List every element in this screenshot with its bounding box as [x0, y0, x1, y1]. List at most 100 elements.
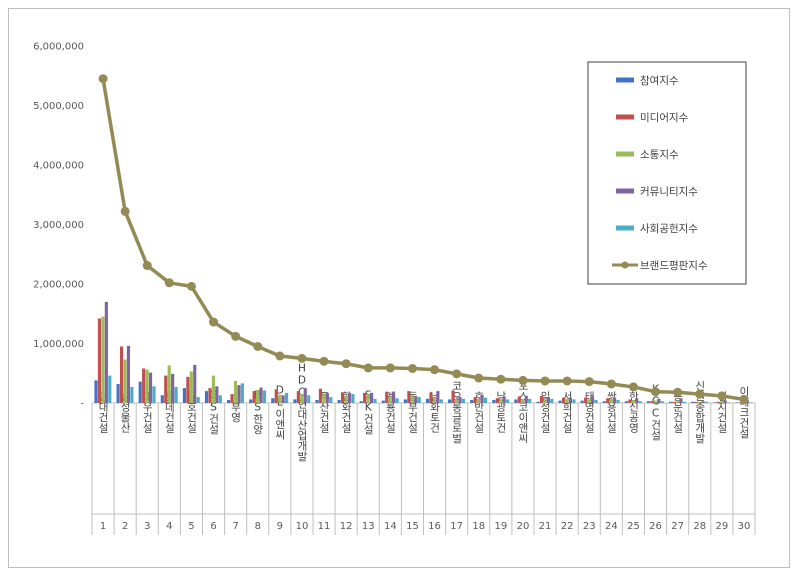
line-point [297, 353, 307, 363]
bar [278, 394, 282, 403]
line-point [341, 359, 351, 369]
bar [196, 397, 200, 403]
bar [646, 401, 651, 403]
bar [344, 395, 348, 403]
bar [373, 398, 377, 403]
bar [152, 386, 156, 403]
legend-label: 소통지수 [640, 149, 679, 161]
bar [259, 387, 263, 403]
bar [171, 373, 175, 403]
bar [293, 399, 297, 403]
bar [167, 365, 171, 403]
bar [388, 397, 392, 403]
bar [470, 400, 474, 403]
bar [720, 401, 724, 403]
rank-label: 15 [406, 521, 419, 532]
bar [448, 399, 452, 403]
bar [208, 388, 212, 403]
bar [568, 397, 573, 403]
bar [262, 390, 267, 403]
y-tick-label: 2,000,000 [33, 280, 84, 291]
bar [101, 316, 105, 403]
bar [281, 395, 285, 403]
bar [590, 396, 595, 403]
line-point [518, 375, 528, 385]
bar [517, 396, 521, 403]
bar [524, 395, 528, 403]
rank-label: 1 [100, 521, 106, 532]
rank-label: 24 [605, 521, 618, 532]
legend-label: 사회공헌지수 [640, 223, 698, 235]
bar [337, 400, 341, 403]
rank-label: 30 [738, 521, 751, 532]
rank-label: 27 [671, 521, 684, 532]
line-point [695, 389, 705, 399]
bar [738, 402, 742, 403]
line-point [319, 356, 329, 366]
bar [186, 376, 190, 403]
bar [514, 399, 518, 403]
bar [403, 399, 407, 403]
bar [653, 400, 657, 403]
rank-label: 18 [472, 521, 485, 532]
category-label: 코오롱글로벌 [451, 381, 463, 444]
bar [528, 398, 532, 403]
line-point [430, 365, 440, 375]
bar [340, 392, 345, 403]
bar [451, 390, 455, 403]
line-point [231, 331, 241, 341]
category-label: 부영 [230, 402, 242, 423]
bar [580, 400, 584, 403]
bar [502, 396, 506, 403]
rank-label: 26 [649, 521, 662, 532]
bar [477, 398, 481, 403]
category-label: 동문건설 [672, 391, 684, 433]
rank-label: 21 [539, 521, 552, 532]
bar [594, 400, 598, 403]
bar [271, 398, 275, 403]
bar [672, 401, 676, 403]
bar [300, 394, 304, 403]
bar [148, 372, 153, 403]
bar [439, 399, 443, 403]
y-tick-label: 4,000,000 [33, 161, 84, 172]
bar [698, 401, 702, 403]
bar [506, 399, 510, 403]
bar [347, 392, 352, 403]
line-point [253, 341, 263, 351]
line-point [540, 376, 550, 386]
bar [536, 401, 540, 403]
bar [410, 395, 414, 403]
bar [613, 397, 617, 403]
bar [669, 401, 673, 403]
bar [546, 397, 550, 403]
rank-label: 19 [494, 521, 507, 532]
bar [565, 398, 569, 403]
bar [142, 368, 146, 403]
bar [635, 398, 639, 403]
bar [584, 397, 588, 403]
bar [315, 400, 319, 403]
category-label: 서희건설 [561, 391, 573, 433]
line-point [186, 281, 196, 291]
y-tick-label: - [80, 399, 84, 410]
bar [230, 394, 234, 403]
rank-label: 5 [188, 521, 194, 532]
bar [602, 401, 606, 403]
line-point [474, 373, 484, 383]
bar [193, 364, 197, 403]
bar [609, 398, 613, 403]
legend-label: 참여지수 [640, 75, 679, 87]
bar [359, 401, 363, 403]
rank-label: 29 [715, 521, 728, 532]
bar [425, 398, 430, 403]
category-label: HDC현대산업개발 [296, 363, 308, 462]
bar [638, 401, 642, 403]
bar [303, 388, 307, 403]
bar [473, 397, 477, 403]
bar [307, 395, 311, 403]
bar [723, 400, 727, 403]
bar [218, 395, 222, 403]
rank-label: 25 [627, 521, 640, 532]
